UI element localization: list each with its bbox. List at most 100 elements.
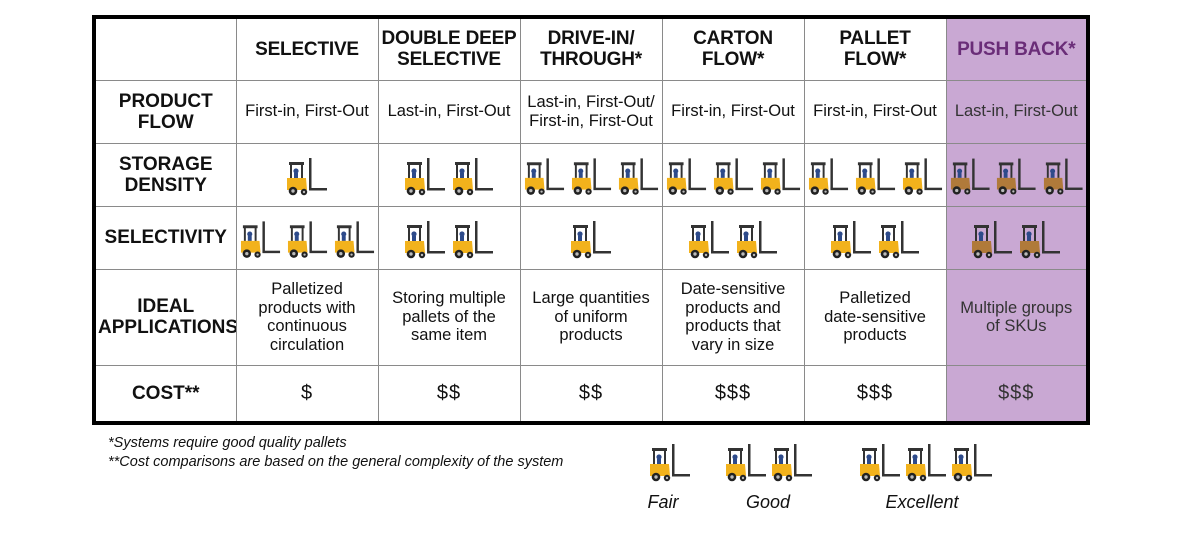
rating-icons (665, 217, 802, 259)
forklift-icon (726, 444, 766, 482)
col-header-selective: SELECTIVE (235, 16, 379, 81)
rating-icons (523, 217, 660, 259)
forklift-icon (405, 157, 445, 195)
forklift-icon (950, 158, 990, 195)
forklift-icon (972, 220, 1013, 258)
forklift-icon (760, 157, 800, 195)
forklift-icon (571, 220, 611, 258)
density-rating-cell (377, 142, 521, 207)
legend-good-label: Good (745, 492, 791, 512)
corner-cell (93, 16, 237, 81)
cost-cell: $$ (519, 364, 663, 424)
forklift-icon (996, 158, 1036, 195)
forklift-icon (906, 444, 946, 482)
forklift-icon (860, 444, 900, 482)
forklift-icon (772, 444, 812, 482)
application-cell: Date-sensitive products and products that v… (661, 268, 805, 366)
selectivity-rating-cell (235, 205, 379, 270)
rating-icons (523, 154, 660, 196)
application-cell: Large quantities of uniform products (519, 268, 663, 366)
forklift-icon (453, 157, 493, 195)
footnote-cost: **Cost comparisons are based on the gene… (108, 454, 564, 470)
footnotes: *Systems require good quality pallets **… (108, 434, 563, 472)
cost-cell: $$$ (661, 364, 805, 424)
product-flow-cell: Last-in, First-Out (945, 79, 1089, 144)
row-header-ideal-applications: IDEAL APPLICATIONS (93, 268, 237, 366)
density-rating-cell (803, 142, 947, 207)
row-header-product-flow: PRODUCT FLOW (93, 79, 237, 144)
col-header-carton-flow: CARTON FLOW* (661, 16, 805, 81)
col-header-drive-in: DRIVE-IN/THROUGH* (519, 16, 663, 81)
application-cell: Palletized products with continuous circula… (235, 268, 379, 366)
selectivity-rating-cell (945, 205, 1089, 270)
row-header-storage-density: STORAGE DENSITY (93, 142, 237, 207)
forklift-icon (571, 157, 611, 195)
rating-icons (807, 154, 944, 196)
row-header-selectivity: SELECTIVITY (93, 205, 237, 270)
density-rating-cell (945, 142, 1089, 207)
cost-cell: $$$ (803, 364, 947, 424)
rating-icons (381, 154, 518, 196)
forklift-icon (287, 157, 327, 195)
forklift-icon (713, 157, 753, 195)
rating-icons (949, 154, 1085, 196)
rating-legend: Fair Good Excellent (640, 440, 1020, 520)
legend-excellent-icons (858, 440, 994, 482)
rating-icons (381, 217, 518, 259)
product-flow-cell: Last-in, First-Out/First-in, First-Out (519, 79, 663, 144)
forklift-icon (650, 444, 690, 482)
product-flow-cell: First-in, First-Out (235, 79, 379, 144)
rack-comparison-table: SELECTIVE DOUBLE DEEP SELECTIVE DRIVE-IN/… (92, 15, 1090, 425)
footnote-pallets: *Systems require good quality pallets (108, 435, 347, 451)
row-product-flow: PRODUCT FLOW First-in, First-Out Last-in,… (93, 79, 1089, 144)
forklift-icon (831, 220, 871, 258)
row-header-cost: COST** (93, 364, 237, 424)
forklift-icon (405, 220, 445, 258)
col-header-double-deep: DOUBLE DEEP SELECTIVE (377, 16, 521, 81)
forklift-icon (1043, 158, 1083, 195)
density-rating-cell (519, 142, 663, 207)
cost-cell: $$$ (945, 364, 1089, 424)
rating-icons (949, 217, 1085, 259)
density-rating-cell (235, 142, 379, 207)
rating-icons (665, 154, 802, 196)
forklift-icon (453, 220, 493, 258)
product-flow-cell: First-in, First-Out (803, 79, 947, 144)
legend-fair-icons (648, 440, 692, 482)
forklift-icon (1020, 220, 1061, 258)
forklift-icon (618, 157, 658, 195)
forklift-icon (666, 157, 706, 195)
selectivity-rating-cell (803, 205, 947, 270)
application-cell: Multiple groups of SKUs (945, 268, 1089, 366)
density-rating-cell (661, 142, 805, 207)
product-flow-cell: First-in, First-Out (661, 79, 805, 144)
forklift-icon (879, 220, 919, 258)
col-header-push-back: PUSH BACK* (945, 16, 1089, 81)
product-flow-cell: Last-in, First-Out (377, 79, 521, 144)
rating-icons (239, 217, 376, 259)
legend-excellent-label: Excellent (885, 492, 959, 512)
forklift-icon (808, 157, 848, 195)
rating-icons (807, 217, 944, 259)
forklift-icon (855, 157, 895, 195)
forklift-icon (902, 157, 942, 195)
forklift-icon (737, 220, 777, 258)
forklift-icon (524, 157, 564, 195)
col-header-pallet-flow: PALLET FLOW* (803, 16, 947, 81)
row-ideal-applications: IDEAL APPLICATIONS Palletized products wit… (93, 268, 1089, 366)
forklift-icon (689, 220, 729, 258)
row-selectivity: SELECTIVITY (93, 205, 1089, 270)
rating-icons (239, 154, 376, 196)
application-cell: Palletized date-sensitive products (803, 268, 947, 366)
forklift-icon (287, 220, 327, 258)
row-storage-density: STORAGE DENSITY (93, 142, 1089, 207)
legend-fair-label: Fair (647, 492, 679, 512)
cost-cell: $ (235, 364, 379, 424)
selectivity-rating-cell (661, 205, 805, 270)
application-cell: Storing multiple pallets of the same item (377, 268, 521, 366)
forklift-icon (952, 444, 992, 482)
forklift-icon (334, 220, 374, 258)
selectivity-rating-cell (519, 205, 663, 270)
cost-cell: $$ (377, 364, 521, 424)
row-cost: COST** $ $$ $$ $$$ $$$ $$$ (93, 364, 1089, 424)
